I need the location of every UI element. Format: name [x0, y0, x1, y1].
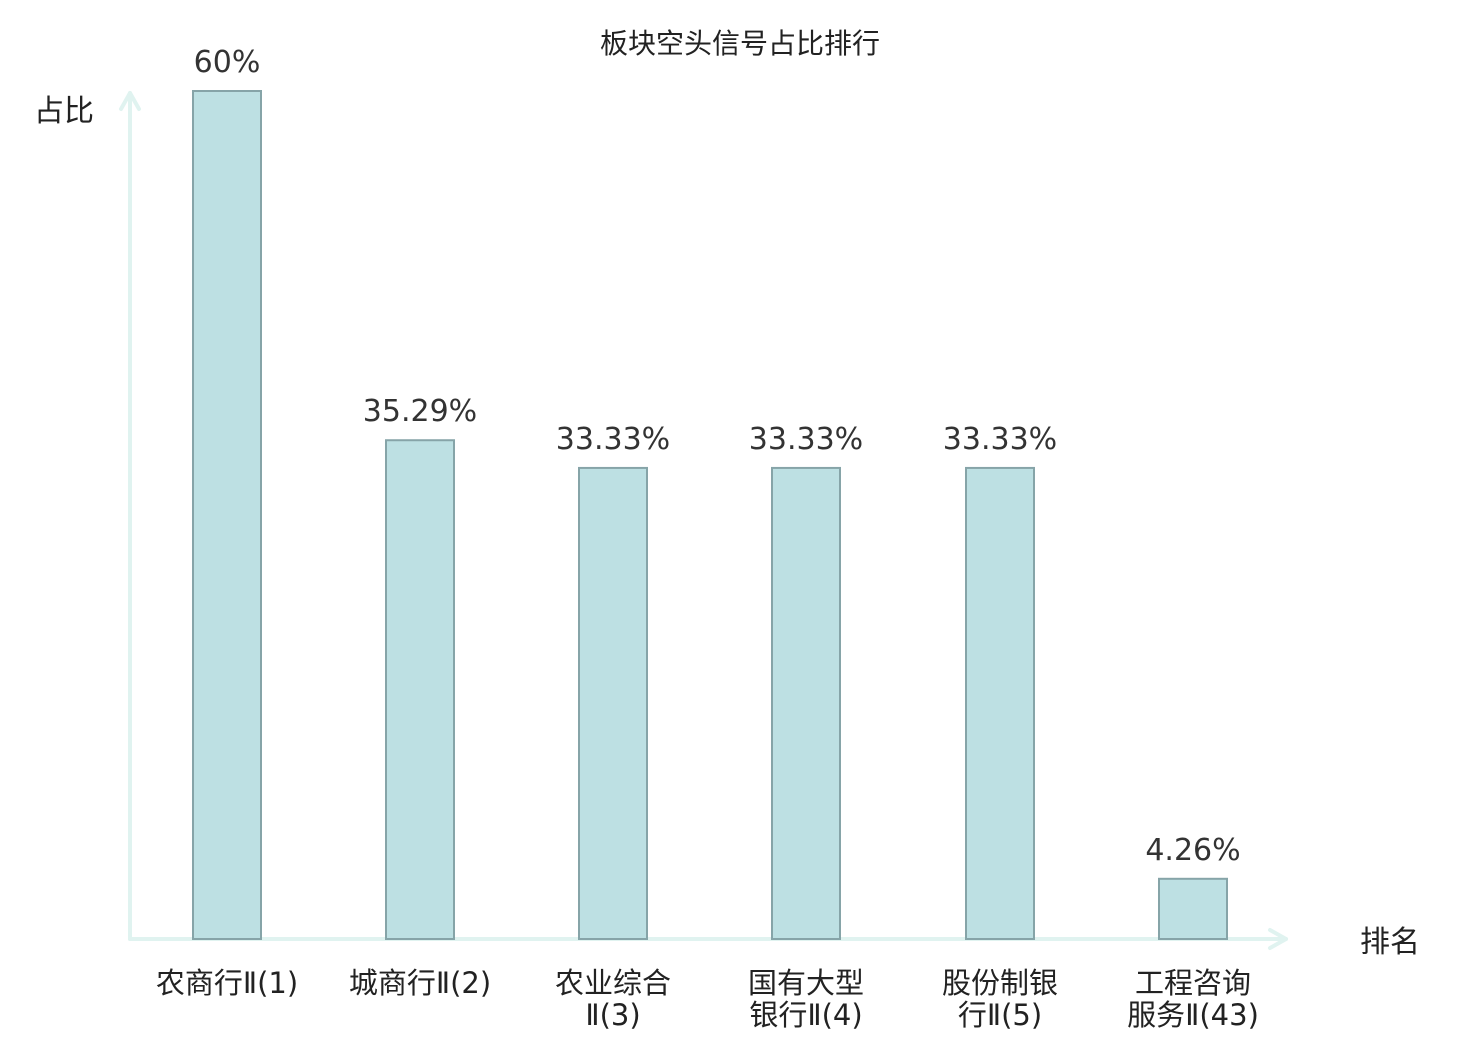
- x-axis-label: 排名: [1360, 925, 1420, 960]
- bar: [578, 466, 648, 940]
- category-label: 股份制银: [942, 966, 1058, 1000]
- bar: [385, 439, 455, 940]
- axes: [119, 91, 1288, 950]
- category-label: 国有大型: [748, 966, 864, 1000]
- category-label: 农业综合: [555, 966, 671, 1000]
- category-label: 行Ⅱ(5): [958, 998, 1042, 1032]
- bar: [771, 466, 841, 940]
- category-label: 农商行Ⅱ(1): [156, 966, 298, 1000]
- bar: [965, 466, 1035, 940]
- chart-title: 板块空头信号占比排行: [600, 27, 880, 60]
- bars: [192, 90, 1228, 940]
- bar-value-label: 33.33%: [556, 422, 670, 457]
- value-labels: 60% 35.29% 33.33% 33.33% 33.33% 4.26%: [194, 45, 1241, 868]
- bar-value-label: 4.26%: [1145, 833, 1240, 868]
- category-label: 城商行Ⅱ(2): [349, 966, 491, 1000]
- category-label: Ⅱ(3): [585, 998, 640, 1032]
- y-axis-label: 占比: [34, 94, 94, 129]
- bar: [1158, 877, 1228, 940]
- bar-value-label: 35.29%: [363, 394, 477, 429]
- category-label: 服务Ⅱ(43): [1127, 998, 1259, 1032]
- x-axis-arrow: [1268, 928, 1288, 950]
- y-axis-arrow: [119, 91, 141, 111]
- category-label: 银行Ⅱ(4): [749, 998, 862, 1032]
- bar-value-label: 60%: [194, 45, 261, 80]
- bar-value-label: 33.33%: [943, 422, 1057, 457]
- category-label: 工程咨询: [1135, 966, 1251, 1000]
- bar: [192, 90, 262, 940]
- bar-value-label: 33.33%: [749, 422, 863, 457]
